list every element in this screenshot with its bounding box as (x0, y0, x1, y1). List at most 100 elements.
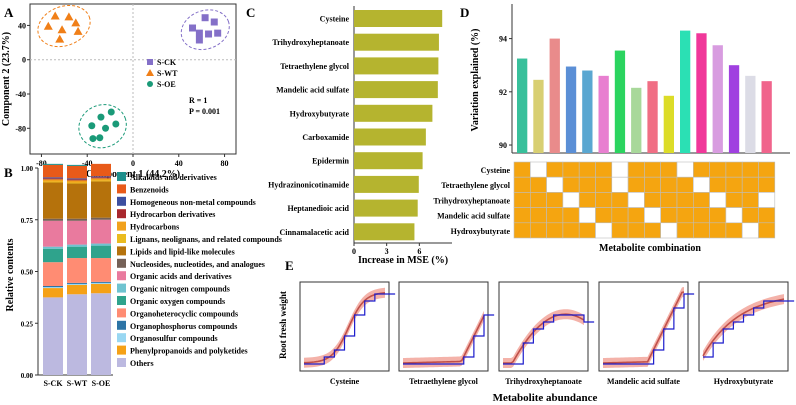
variation-bar (565, 66, 577, 153)
bar-segment (43, 246, 63, 249)
legend-marker-s-ck (147, 59, 153, 65)
importance-bar (354, 57, 439, 75)
x-tick-label: 6 (417, 247, 421, 256)
bar-segment (91, 176, 111, 178)
x-tick-label: 0 (131, 159, 135, 168)
matrix-cell (546, 161, 564, 178)
matrix-cell (725, 207, 743, 224)
matrix-row-label: Trihydroxyheptanoate (433, 196, 510, 205)
partial-dependence-step (503, 314, 595, 365)
matrix-cell (758, 176, 776, 193)
matrix-cell (741, 222, 759, 239)
matrix-cell (611, 222, 629, 239)
legend-swatch (117, 333, 126, 343)
legend-label: Benzenoids (130, 185, 169, 194)
matrix-cell (562, 161, 580, 178)
matrix-cell (709, 207, 727, 224)
confidence-band (304, 287, 385, 368)
subplot-frame (498, 281, 589, 372)
fitted-curve (402, 315, 485, 364)
legend-label: Alkaloids and derivatives (130, 173, 217, 182)
bar-segment (67, 218, 87, 221)
matrix-cell (578, 207, 596, 224)
point-s-ck (214, 29, 222, 37)
matrix-cell (725, 176, 743, 193)
matrix-cell (709, 222, 727, 239)
legend-swatch (117, 234, 126, 243)
bar-segment (67, 164, 87, 166)
legend-swatch (117, 308, 126, 318)
legend-swatch (117, 271, 126, 281)
confidence-band (403, 310, 484, 368)
legend-swatch (117, 184, 126, 194)
matrix-cell (692, 222, 710, 239)
matrix-cell (513, 207, 531, 224)
importance-bar (354, 223, 415, 241)
matrix-cell (529, 176, 547, 193)
bar-segment (67, 258, 87, 283)
bar-segment (43, 182, 63, 219)
bar-segment (43, 179, 63, 182)
panel-b-ylabel: Relative contents (5, 238, 16, 311)
bar-segment (91, 245, 111, 259)
point-s-oe (96, 134, 104, 142)
matrix-cell (595, 222, 613, 239)
bar-segment (91, 258, 111, 282)
panel-letter-b: B (4, 165, 13, 180)
matrix-cell (660, 176, 678, 193)
variation-bar (598, 75, 609, 153)
panel-letter-a: A (4, 5, 14, 20)
variation-bar (696, 33, 707, 154)
y-tick-label: -80 (15, 124, 26, 133)
legend-label: Organic acids and derivatives (130, 272, 232, 281)
point-s-oe (112, 120, 120, 128)
matrix-cell (676, 161, 694, 178)
matrix-cell (627, 192, 645, 208)
matrix-cell (513, 176, 531, 193)
matrix-cell (529, 222, 547, 239)
bar-segment (43, 262, 63, 286)
matrix-cell (513, 222, 531, 239)
x-tick-label: S-OE (92, 379, 111, 388)
matrix-cell (692, 176, 710, 193)
legend-label: S-CK (157, 58, 177, 67)
bar-segment (91, 163, 111, 177)
panel-letter-d: D (460, 5, 469, 20)
panel-letter-c: C (246, 5, 255, 20)
matrix-cell (741, 192, 759, 208)
bar-segment (67, 165, 87, 179)
y-tick-label: 0.25 (21, 320, 34, 328)
legend-label: Phenylpropanoids and polyketides (130, 347, 248, 356)
matrix-row-label: Mandelic acid sulfate (437, 212, 510, 221)
bar-segment (67, 283, 87, 285)
panel-letter-e: E (285, 258, 294, 273)
bar-label: Carboxamide (302, 133, 349, 142)
matrix-cell (741, 161, 759, 178)
matrix-cell (562, 192, 580, 208)
variation-bar (631, 87, 642, 153)
point-s-ck (210, 18, 218, 26)
subplot-label: Mandelic acid sulfate (607, 377, 680, 386)
matrix-cell (529, 192, 547, 208)
matrix-row-label: Cysteine (481, 166, 511, 175)
bar-segment (43, 177, 63, 179)
legend-label: Nucleosides, nucleotides, and analogues (130, 260, 265, 269)
x-tick-label: 3 (385, 247, 389, 256)
variation-bar (549, 38, 560, 153)
matrix-cell (595, 207, 613, 224)
subplot-label: Hydroxybutyrate (714, 377, 774, 386)
matrix-cell (627, 161, 645, 178)
x-tick-label: 0 (352, 247, 356, 256)
matrix-cell (562, 176, 580, 193)
matrix-cell (692, 192, 710, 208)
point-s-ck (195, 36, 203, 44)
fitted-curve (702, 298, 785, 357)
legend-marker-s-oe (147, 81, 153, 87)
matrix-cell (725, 222, 743, 239)
matrix-cell (692, 161, 710, 178)
matrix-cell (595, 161, 613, 178)
legend-swatch (117, 221, 126, 231)
matrix-cell (611, 192, 629, 208)
x-tick-label: S-CK (43, 379, 63, 388)
y-tick-label: 90 (499, 141, 507, 150)
